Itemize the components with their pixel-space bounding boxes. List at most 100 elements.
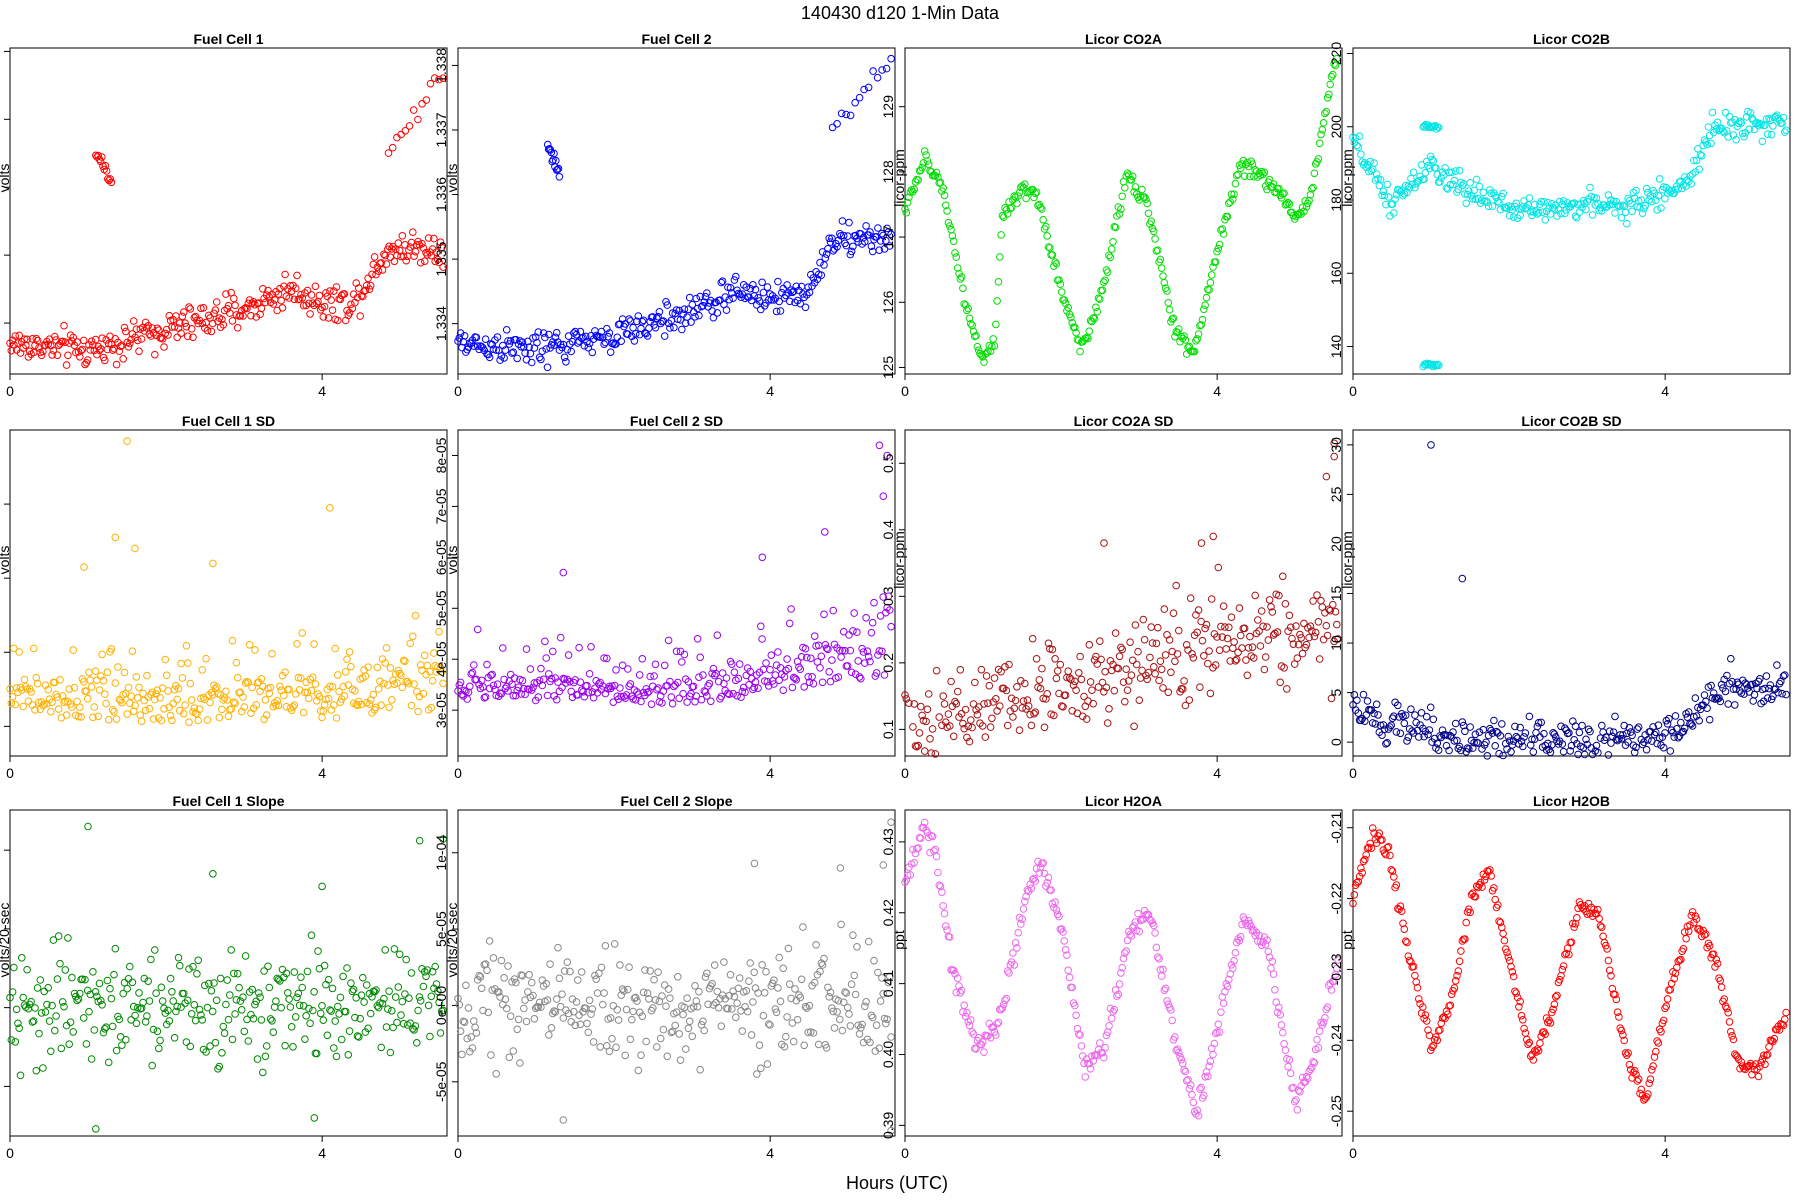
data-point: [160, 1004, 168, 1013]
data-point: [902, 208, 911, 217]
data-point: [1200, 1091, 1208, 1100]
data-point: [1748, 680, 1756, 689]
data-point: [1641, 201, 1649, 210]
data-point: [1375, 181, 1384, 190]
data-point: [667, 693, 676, 701]
data-point: [388, 143, 397, 152]
data-point: [1036, 863, 1045, 872]
data-point: [1652, 1047, 1660, 1056]
data-point: [260, 967, 268, 975]
y-tick-label: 4e-05: [0, 634, 1, 670]
data-point: [932, 852, 941, 861]
data-point: [964, 722, 973, 731]
data-point: [456, 329, 465, 337]
data-point: [228, 1035, 237, 1044]
figure-title: 140430 d120 1-Min Data: [801, 3, 1000, 23]
data-point: [209, 870, 217, 878]
data-point: [384, 149, 393, 157]
data-point: [1138, 185, 1146, 194]
data-point: [314, 947, 322, 955]
data-point: [1273, 1008, 1282, 1017]
data-point: [1407, 705, 1415, 714]
data-point: [164, 331, 172, 339]
data-point: [424, 234, 433, 242]
data-point: [1496, 918, 1505, 927]
data-point: [883, 224, 891, 233]
data-point: [1127, 176, 1136, 184]
data-point: [341, 1007, 350, 1016]
data-point: [129, 707, 138, 716]
data-point: [226, 991, 234, 999]
data-point: [216, 974, 225, 983]
x-tick-label: 0: [6, 383, 14, 399]
data-point: [235, 983, 243, 992]
data-point: [1334, 635, 1342, 643]
data-point: [788, 683, 797, 692]
data-point: [1355, 132, 1364, 140]
data-point: [1244, 644, 1253, 652]
data-point: [1280, 664, 1288, 672]
data-point: [998, 1004, 1007, 1012]
data-point: [860, 85, 868, 94]
data-point: [1180, 1066, 1188, 1074]
data-point: [148, 1061, 156, 1070]
data-point: [605, 682, 614, 691]
data-point: [663, 1052, 672, 1061]
data-point: [1454, 967, 1463, 975]
data-point: [1372, 700, 1381, 709]
data-point: [1161, 984, 1170, 993]
data-point: [1265, 953, 1274, 962]
data-point: [435, 258, 443, 267]
data-point: [218, 1049, 226, 1057]
data-point: [1122, 947, 1130, 955]
data-point: [211, 306, 220, 314]
data-point: [1285, 200, 1294, 208]
data-point: [672, 306, 681, 314]
data-point: [85, 668, 93, 677]
data-point: [123, 437, 131, 445]
data-point: [374, 1003, 383, 1012]
data-point: [700, 1026, 709, 1035]
data-point: [467, 1033, 476, 1041]
data-point: [79, 336, 88, 345]
data-point: [489, 681, 498, 690]
data-point: [206, 698, 214, 707]
data-point: [61, 966, 70, 974]
data-point: [746, 959, 755, 967]
x-tick-label: 4: [766, 1145, 774, 1161]
data-point: [389, 1023, 397, 1032]
data-point: [1397, 907, 1406, 916]
data-point: [1277, 194, 1286, 202]
data-point: [1323, 1003, 1332, 1012]
data-point: [1314, 1044, 1323, 1052]
data-point: [251, 1000, 259, 1009]
data-point: [1089, 699, 1097, 708]
data-point: [297, 674, 305, 683]
data-point: [1480, 876, 1489, 884]
data-point: [1229, 195, 1237, 203]
data-point: [701, 973, 710, 981]
data-point: [1198, 315, 1207, 324]
data-point: [821, 528, 829, 536]
data-point: [98, 1001, 106, 1009]
data-point: [884, 228, 893, 236]
data-point: [977, 351, 986, 359]
data-point: [357, 991, 366, 1000]
data-point: [757, 1064, 765, 1073]
data-point: [64, 697, 72, 706]
data-point: [826, 677, 835, 686]
data-point: [841, 988, 849, 996]
data-point: [1097, 655, 1105, 664]
data-point: [418, 666, 426, 675]
data-point: [215, 713, 224, 722]
data-point: [419, 689, 428, 698]
data-point: [1319, 1018, 1328, 1027]
data-point: [1230, 957, 1238, 965]
data-point: [1447, 733, 1456, 741]
data-point: [534, 693, 543, 701]
data-point: [1441, 164, 1449, 172]
data-point: [859, 648, 868, 656]
data-point: [1612, 735, 1621, 744]
data-point: [1284, 198, 1292, 207]
data-point: [464, 1004, 473, 1012]
